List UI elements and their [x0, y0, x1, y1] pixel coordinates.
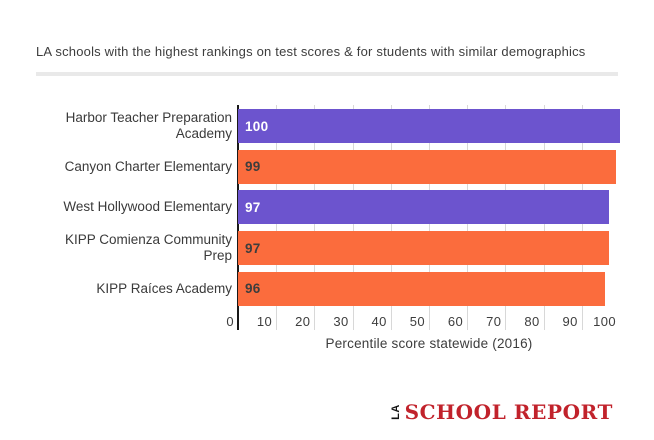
- bar: 97: [238, 190, 609, 225]
- x-tick-label: 80: [524, 314, 540, 329]
- x-tick-label: 0: [226, 314, 234, 329]
- x-tick-label: 10: [256, 314, 273, 329]
- bar: 99: [238, 149, 617, 184]
- title-divider: [36, 72, 618, 76]
- category-label: Harbor Teacher Preparation Academy: [65, 110, 232, 141]
- bar-value-label: 99: [245, 159, 261, 175]
- bar-value-label: 97: [245, 240, 261, 256]
- logo-la-text: LA: [389, 404, 402, 420]
- x-tick-label: 20: [295, 314, 311, 329]
- x-tick-label: 70: [486, 314, 502, 329]
- bar: 97: [238, 231, 609, 266]
- x-tick-label: 50: [409, 314, 425, 329]
- bar-value-label: 100: [245, 118, 269, 134]
- category-label: KIPP Comienza Community Prep: [64, 232, 232, 264]
- bar: 96: [238, 271, 605, 306]
- x-tick-label: 90: [562, 314, 578, 329]
- plot-area: 100 99 97 97 96 0 10 20 30 40 50 60 70 80 90 100 Perce…: [226, 105, 620, 351]
- x-tick-label: 40: [371, 314, 387, 329]
- logo-school-report-text: SCHOOL REPORT: [404, 400, 613, 424]
- category-label: Canyon Charter Elementary: [64, 158, 232, 174]
- x-tick-label: 30: [333, 314, 349, 329]
- category-label: West Hollywood Elementary: [63, 199, 232, 215]
- chart-title: LA schools with the highest rankings on …: [36, 44, 586, 59]
- bar-value-label: 97: [245, 199, 261, 215]
- x-tick-label: 100: [593, 314, 616, 329]
- x-axis-title: Percentile score statewide (2016): [325, 336, 533, 351]
- la-school-report-logo: LA SCHOOL REPORT: [388, 399, 613, 425]
- category-label: KIPP Raíces Academy: [96, 280, 232, 296]
- bar-chart: Harbor Teacher Preparation Academy Canyon…: [0, 105, 654, 365]
- bar: 100: [238, 109, 620, 143]
- bar-value-label: 96: [245, 281, 261, 297]
- x-tick-label: 60: [447, 314, 464, 329]
